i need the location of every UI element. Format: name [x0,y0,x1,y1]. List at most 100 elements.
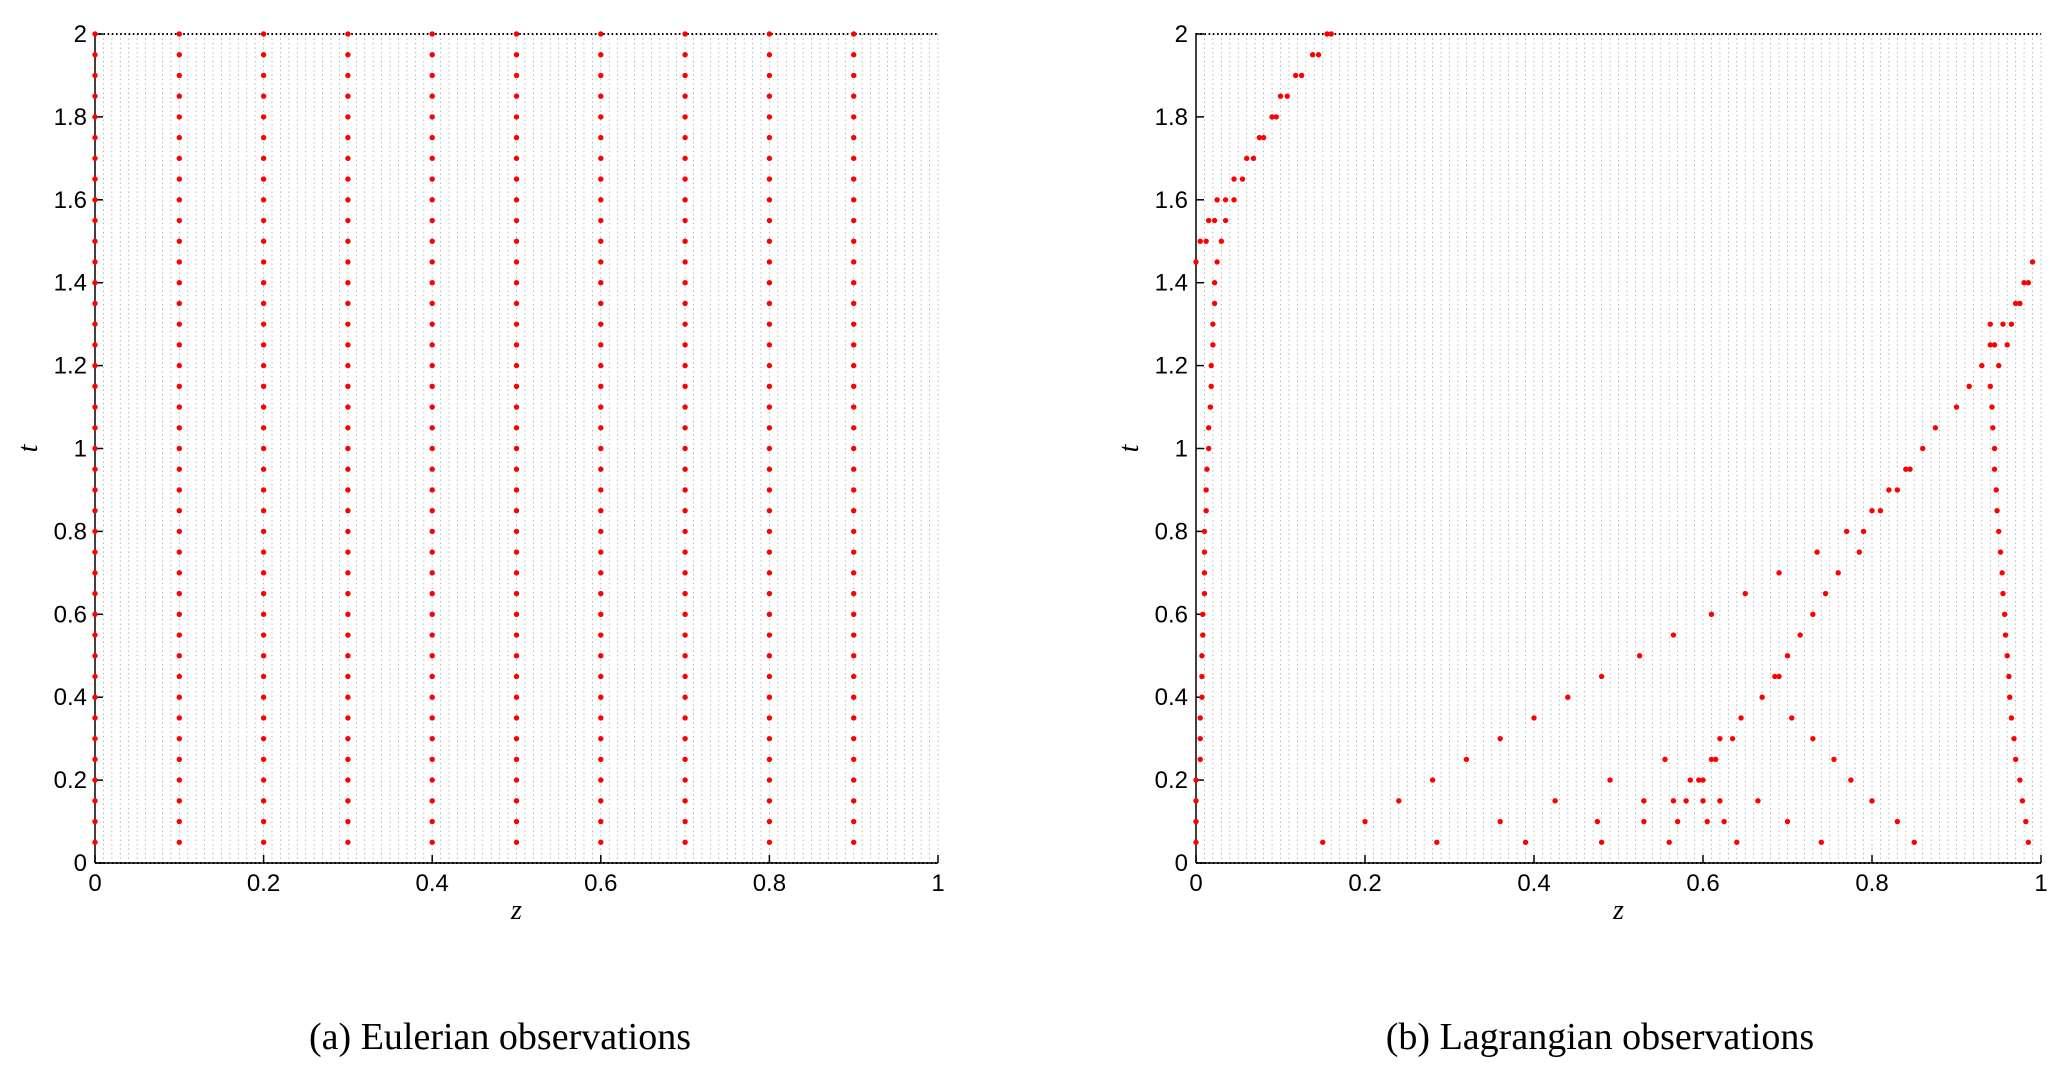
observation-point [1205,217,1212,224]
observation-point [598,197,604,203]
observation-point [1598,839,1605,845]
observation-point [260,549,267,555]
observation-point [260,528,267,535]
observation-point [513,425,520,431]
observation-point [851,134,857,141]
observation-point [345,155,351,162]
observation-point [513,259,520,265]
observation-point [176,383,182,390]
observation-point [92,673,98,680]
observation-point [682,549,688,555]
observation-point [766,342,773,348]
y-tick-label: 2 [74,21,87,48]
observation-point [176,72,182,79]
panel-lagrangian: 0 0.2 0.4 0.6 0.8 1 0 0.2 0.4 0.6 0.8 1 1.2 1.4 1.6 1.8… [1030,0,2067,1000]
observation-point [766,280,773,286]
observation-point [260,176,267,182]
observation-point [1256,134,1263,141]
observation-point [92,362,98,369]
observation-point [1894,487,1901,493]
observation-point [345,549,351,555]
observation-point [345,611,351,617]
observation-point [345,445,351,452]
observation-point [682,176,688,182]
observation-point [1250,155,1257,162]
observation-point [1434,839,1440,845]
observation-point [1717,735,1723,742]
observation-point [1222,197,1229,203]
observation-point [345,72,351,79]
observation-point [92,52,98,58]
observation-point [851,404,857,410]
observation-point [1293,72,1299,79]
observation-point [682,694,688,700]
mesh-grid [1195,33,2042,864]
observation-point [345,798,351,804]
observation-point [1738,715,1744,721]
x-axis-label: z [510,895,522,926]
observation-point [513,342,520,348]
observation-point [260,818,267,825]
observation-point [260,653,267,659]
observation-point [176,404,182,410]
observation-point [851,528,857,535]
observation-point [682,839,688,845]
observation-point [1987,321,1993,327]
observation-point [1284,93,1290,99]
observation-point [260,383,267,390]
observation-point [851,362,857,369]
observation-point [2007,694,2013,700]
observation-point [2002,632,2009,638]
observation-point [92,818,98,825]
observation-point [1497,818,1503,825]
observation-point [1991,466,1998,472]
observation-point [345,259,351,265]
observation-point [1199,653,1205,659]
observation-point [92,134,98,141]
observation-point [345,321,351,327]
observation-point [598,217,604,224]
observation-point [92,466,98,472]
observation-point [1200,632,1206,638]
observation-point [1994,507,2000,514]
observation-point [92,238,98,244]
observation-point [1822,590,1829,597]
observation-point [260,756,267,763]
observation-point [598,756,604,763]
observation-point [766,93,773,99]
observation-point [851,155,857,162]
observation-point [176,342,182,348]
observation-point [260,404,267,410]
observation-point [260,466,267,472]
observation-point [2017,300,2023,307]
observation-point [429,694,435,700]
observation-point [851,321,857,327]
observation-point [429,72,435,79]
observation-point [766,611,773,617]
observation-point [598,798,604,804]
observation-point [1205,445,1212,452]
observation-point [766,72,773,79]
observation-point [598,404,604,410]
observation-point [598,735,604,742]
observation-point [513,507,520,514]
observation-point [260,321,267,327]
observation-point [1197,756,1203,763]
observation-point [1309,52,1316,58]
observation-point [260,777,267,783]
observation-point [851,300,857,307]
x-tick-label: 0 [88,870,101,897]
observation-point [260,798,267,804]
observation-point [766,590,773,597]
observation-point [851,777,857,783]
observation-point [598,155,604,162]
observation-point [598,383,604,390]
observation-point [92,72,98,79]
observation-point [2008,321,2015,327]
observation-point [1810,611,1816,617]
observation-point [429,52,435,58]
observation-point [1670,798,1677,804]
observation-point [598,528,604,535]
observation-point [429,31,435,37]
observation-point [851,114,857,120]
